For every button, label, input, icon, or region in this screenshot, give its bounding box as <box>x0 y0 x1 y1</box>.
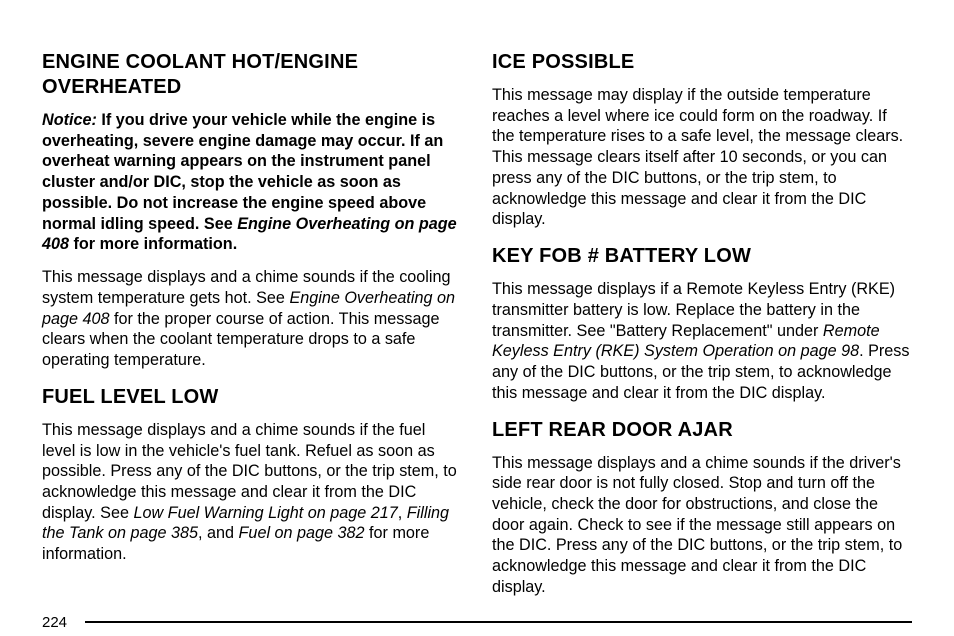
left-column: ENGINE COOLANT HOT/ENGINE OVERHEATED Not… <box>42 50 462 610</box>
heading-fuel-level-low: FUEL LEVEL LOW <box>42 385 462 410</box>
notice-label: Notice: <box>42 111 97 129</box>
fuel-level-body: This message displays and a chime sounds… <box>42 420 462 565</box>
p2-sep1: , <box>398 504 407 522</box>
heading-ice-possible: ICE POSSIBLE <box>492 50 912 75</box>
footer-rule <box>85 621 912 623</box>
ice-possible-body: This message may display if the outside … <box>492 85 912 230</box>
page-footer: 224 <box>42 610 912 636</box>
p2-ref1: Low Fuel Warning Light on page 217 <box>133 504 397 522</box>
heading-left-rear-door: LEFT REAR DOOR AJAR <box>492 418 912 443</box>
p2-sep2: , and <box>198 524 239 542</box>
manual-page: ENGINE COOLANT HOT/ENGINE OVERHEATED Not… <box>0 0 954 636</box>
notice-paragraph: Notice: If you drive your vehicle while … <box>42 110 462 255</box>
heading-engine-coolant: ENGINE COOLANT HOT/ENGINE OVERHEATED <box>42 50 462 100</box>
page-number: 224 <box>42 614 67 631</box>
left-rear-door-body: This message displays and a chime sounds… <box>492 453 912 598</box>
p2-ref3: Fuel on page 382 <box>239 524 365 542</box>
key-fob-body: This message displays if a Remote Keyles… <box>492 279 912 403</box>
right-column: ICE POSSIBLE This message may display if… <box>492 50 912 610</box>
notice-text-2: for more information. <box>69 235 237 253</box>
heading-key-fob: KEY FOB # BATTERY LOW <box>492 244 912 269</box>
two-column-layout: ENGINE COOLANT HOT/ENGINE OVERHEATED Not… <box>42 50 912 610</box>
engine-coolant-body: This message displays and a chime sounds… <box>42 267 462 371</box>
